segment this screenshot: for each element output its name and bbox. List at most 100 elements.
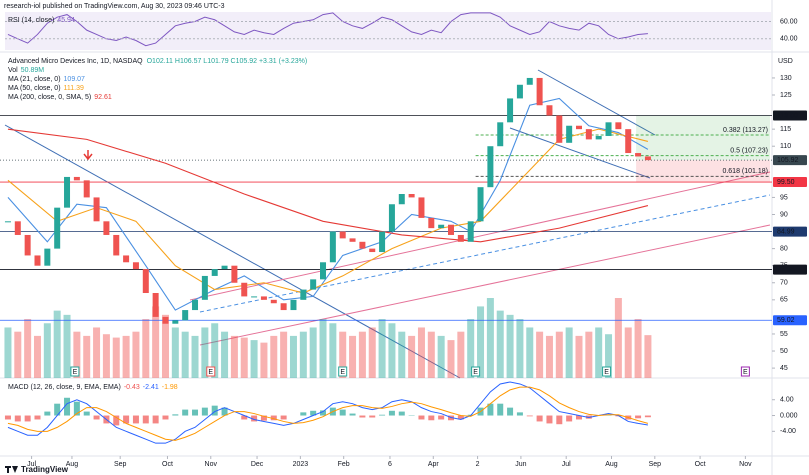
volume-bar (24, 319, 32, 378)
candle (221, 265, 228, 270)
volume-bar (368, 327, 376, 378)
moving-average (7, 97, 649, 311)
rsi-band (5, 12, 771, 50)
macd-histogram (398, 411, 405, 416)
label: Vol (8, 67, 18, 74)
macd-histogram (251, 415, 258, 422)
x-tick-label: Dec (251, 461, 264, 468)
candle (595, 135, 602, 140)
macd-histogram (349, 413, 356, 416)
logo: TradingView (5, 465, 69, 474)
rsi-line (7, 12, 648, 47)
trend-line (509, 127, 651, 179)
x-tick-label: Jul (27, 461, 36, 468)
volume-bar (132, 331, 140, 378)
value: 92.61 (94, 94, 112, 101)
candle (575, 125, 582, 130)
fib-label: 0.5 (107.23) (730, 148, 768, 155)
candle (54, 207, 61, 249)
volume-bar (211, 323, 219, 378)
candle (201, 275, 208, 300)
volume-bar (319, 319, 327, 378)
value: 109.07 (64, 76, 86, 83)
earnings-label: E (604, 369, 609, 376)
volume-bar (477, 306, 485, 378)
volume-bar (221, 331, 229, 378)
candle (231, 265, 238, 283)
macd-histogram (4, 415, 11, 420)
volume-bar (181, 331, 189, 378)
macd-histogram (132, 415, 139, 424)
legend-ma: MA (50, close, 0) 111.39 (8, 85, 84, 92)
macd-histogram (142, 415, 149, 424)
candle (408, 194, 415, 198)
candle (24, 234, 31, 256)
macd-histogram (93, 415, 100, 420)
volume-bar (112, 337, 120, 378)
candle (310, 279, 317, 290)
label: MA (50, close, 0) (8, 85, 61, 92)
trend-line (537, 69, 656, 136)
x-tick-label: Sep (114, 461, 127, 468)
value: 111.39 (64, 85, 84, 92)
volume-bar (447, 340, 455, 378)
y-tick-label: 70 (780, 280, 788, 287)
volume-bar (349, 335, 357, 378)
candle (349, 238, 356, 242)
volume-bar (644, 335, 652, 378)
volume-bar (63, 314, 71, 378)
symbol: Advanced Micro Devices Inc, 1D, NASDAQ (8, 58, 143, 65)
macd-histogram (14, 415, 21, 422)
volume-bar (329, 323, 337, 378)
candle (339, 231, 346, 239)
price-label: 73.86 (777, 266, 795, 273)
volume-bar (201, 327, 209, 378)
volume-bar (83, 335, 91, 378)
macd-histogram (34, 415, 41, 420)
candle (280, 303, 287, 311)
volume-bar (4, 327, 12, 378)
candle (526, 77, 533, 85)
price-label-box (773, 315, 807, 326)
candle (379, 231, 386, 253)
candle (142, 269, 149, 294)
volume-bar (102, 334, 110, 378)
volume-bar (585, 331, 593, 378)
candle (546, 105, 553, 116)
x-tick-label: 2023 (293, 461, 309, 468)
legend-ma: MA (21, close, 0) 109.07 (8, 76, 85, 83)
candle (34, 255, 41, 266)
volume-bar (565, 327, 573, 378)
trend-line (189, 171, 771, 301)
fib-label: 0.382 (113.27) (723, 127, 768, 134)
earnings-label: E (340, 369, 345, 376)
price-label: 99.50 (777, 179, 795, 186)
volume-bar (240, 337, 248, 378)
macd-histogram (83, 411, 90, 416)
x-tick-label: Feb (338, 461, 350, 468)
fib-label: 0.618 (101.18) (722, 168, 768, 175)
macd-histogram (438, 415, 445, 420)
volume-bar (250, 340, 258, 378)
candle (113, 234, 120, 256)
macd-histogram (566, 415, 573, 422)
y-tick-label: 50 (780, 348, 788, 355)
value: -2.41 (143, 384, 159, 391)
volume-bar (260, 342, 268, 378)
volume-bar (14, 331, 22, 378)
candle (4, 221, 11, 223)
candle (418, 197, 425, 218)
macd-histogram (310, 410, 317, 416)
candle (300, 289, 307, 300)
label: MA (21, close, 0) (8, 76, 61, 83)
moving-average (7, 128, 649, 243)
x-tick-label: Oct (162, 461, 173, 468)
candle (516, 84, 523, 99)
volume-bar (486, 298, 494, 378)
macd-histogram (182, 409, 189, 416)
x-tick-label: Nov (739, 461, 752, 468)
candle (103, 221, 110, 235)
volume-bar (280, 331, 288, 378)
